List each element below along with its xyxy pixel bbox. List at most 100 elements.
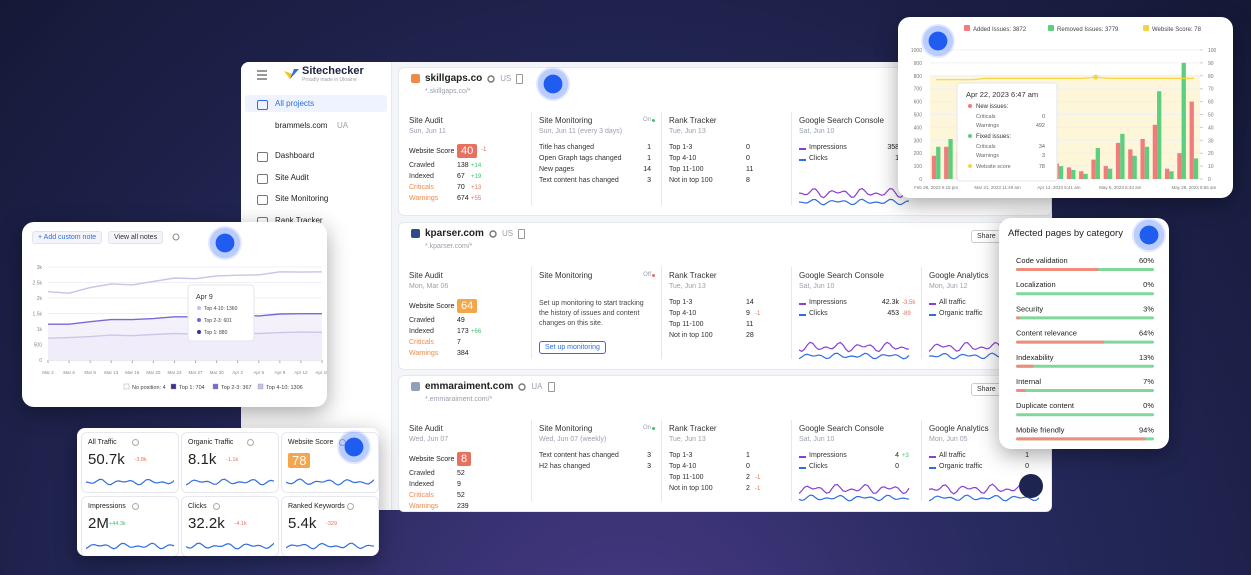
row-value: 4 xyxy=(895,452,899,459)
column-title: Site Audit xyxy=(409,271,443,280)
bar xyxy=(1128,149,1133,179)
note-button[interactable]: + Add custom note xyxy=(32,231,103,244)
metric-value: 5.4k xyxy=(288,515,317,532)
row-label: Indexed xyxy=(409,328,434,335)
row-label: Open Graph tags changed xyxy=(539,155,622,162)
legend-dash xyxy=(929,314,936,316)
row-delta: -1 xyxy=(755,311,761,317)
project-name: skillgaps.co xyxy=(425,73,483,84)
row-label: Crawled xyxy=(409,470,435,477)
row-label: Crawled xyxy=(409,317,435,324)
column-title: Google Search Console xyxy=(799,116,884,125)
row-label: Warnings xyxy=(409,503,439,510)
sparkline xyxy=(799,198,910,206)
bar xyxy=(1132,155,1137,179)
bar xyxy=(1016,340,1105,344)
tooltip-dot xyxy=(197,318,201,322)
legend-dash xyxy=(799,159,806,161)
y2-tick-label: 10 xyxy=(1208,164,1214,170)
chat-button[interactable] xyxy=(1019,474,1043,498)
sparkline xyxy=(799,352,910,360)
row-value: 453 xyxy=(887,310,899,317)
bar xyxy=(1079,171,1084,179)
row-label: Not in top 100 xyxy=(669,485,713,492)
category-label: Duplicate content xyxy=(1016,401,1075,410)
legend-dash xyxy=(799,303,806,305)
category-value: 0% xyxy=(1143,280,1154,289)
tooltip-section: Fixed issues: xyxy=(976,134,1011,140)
row-label: Top 11-100 xyxy=(669,474,704,481)
column-date: Mon, Mar 06 xyxy=(409,283,449,290)
project-name: kparser.com xyxy=(425,228,484,239)
x-tick-label: Apr 12, 2023 5:41 am xyxy=(1037,185,1081,190)
nav-item: Dashboard xyxy=(275,151,315,160)
tagline: Proudly made in Ukraine xyxy=(302,77,357,83)
row-value: 239 xyxy=(457,503,469,510)
row-label: Criticals xyxy=(409,492,434,499)
tooltip-dot xyxy=(197,330,201,334)
info-icon xyxy=(346,503,354,510)
row-label: Impressions xyxy=(809,144,847,151)
status-dot xyxy=(652,119,655,122)
bar xyxy=(1144,146,1150,179)
y-tick-label: 3k xyxy=(37,265,43,271)
bar xyxy=(1016,268,1099,271)
legend-swatch xyxy=(170,383,177,390)
score-delta: -1 xyxy=(481,147,487,153)
score-box: 8 xyxy=(457,452,472,466)
highlight-dot xyxy=(208,226,242,260)
share-button[interactable]: Share xyxy=(971,230,1002,243)
tooltip-row-value: 492 xyxy=(1036,123,1045,129)
x-tick-label: Apr 2 xyxy=(232,370,243,375)
metric-delta: +44.3k xyxy=(109,521,126,527)
x-tick-label: Mar 16 xyxy=(125,370,140,375)
nav-item: Rank Tracker xyxy=(275,215,323,225)
row-value: 67 xyxy=(457,173,465,180)
metric-value: 78 xyxy=(288,453,311,468)
column-divider xyxy=(531,420,532,501)
y2-tick-label: 60 xyxy=(1208,100,1214,106)
tooltip-dot xyxy=(197,306,201,310)
bar xyxy=(1016,316,1021,320)
bar-track xyxy=(1016,413,1154,417)
tooltip xyxy=(956,82,1058,182)
legend-swatch xyxy=(1048,25,1054,31)
bar xyxy=(1016,364,1034,368)
favicon xyxy=(411,382,420,391)
tooltip-title: Apr 22, 2023 6:47 am xyxy=(966,90,1038,99)
metric-title: Clicks xyxy=(188,503,207,510)
y-tick-label: 1.5k xyxy=(33,312,43,318)
highlight-dot xyxy=(921,24,955,58)
google-icon xyxy=(487,74,495,83)
tooltip-row: Top 1: 880 xyxy=(204,330,228,336)
sparkline xyxy=(86,542,174,550)
bar xyxy=(931,155,937,179)
row-label: All traffic xyxy=(939,299,966,306)
column-title: Site Audit xyxy=(409,424,443,433)
column-date: Wed, Jun 07 xyxy=(409,436,449,443)
category-label: Mobile friendly xyxy=(1016,425,1065,434)
row-value: 0 xyxy=(746,463,750,470)
chart-canvas xyxy=(284,69,299,79)
chart-canvas: 0100200300400500600700800900100001020304… xyxy=(911,25,1217,190)
tooltip-row-value: 0 xyxy=(1042,114,1045,120)
row-label: Clicks xyxy=(809,463,828,470)
metric-value: 32.2k xyxy=(188,515,225,532)
bar-track xyxy=(1016,292,1154,296)
row-label: Warnings xyxy=(409,195,439,202)
active-item-bg xyxy=(245,95,387,112)
share-button[interactable]: Share xyxy=(971,383,1002,396)
x-tick-label: Mar 2 xyxy=(42,370,54,375)
note-button[interactable]: View all notes xyxy=(108,231,164,244)
row-label: Crawled xyxy=(409,162,435,169)
x-tick-label: Apr 12 xyxy=(294,370,308,375)
column-date: Tue, Jun 13 xyxy=(669,283,706,290)
column-title: Google Analytics xyxy=(929,424,989,433)
row-value: 2 xyxy=(746,485,750,492)
score-box: 40 xyxy=(457,144,478,158)
row-value: 3 xyxy=(647,177,651,184)
project-header: kparser.com US xyxy=(411,228,526,239)
project-header: emmaraiment.com UA xyxy=(411,381,555,392)
setup-button[interactable]: Set up monitoring xyxy=(539,341,606,354)
